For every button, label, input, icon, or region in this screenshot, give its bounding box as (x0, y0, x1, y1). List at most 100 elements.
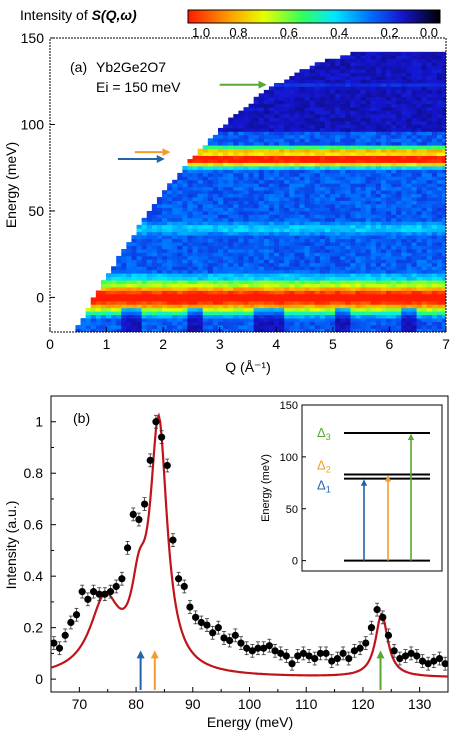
heatmap-cell (141, 266, 148, 271)
heatmap-cell (365, 69, 372, 73)
heatmap-cell (442, 183, 446, 188)
heatmap-cell (177, 280, 183, 284)
heatmap-cell (319, 200, 326, 205)
data-point (316, 649, 324, 657)
heatmap-cell (207, 262, 214, 267)
heatmap-cell (274, 311, 280, 316)
heatmap-cell (223, 238, 229, 243)
heatmap-cell (187, 186, 193, 191)
heatmap-cell (391, 55, 397, 60)
heatmap-cell (380, 252, 387, 257)
heatmap-cell (309, 210, 316, 215)
heatmap-cell (182, 224, 188, 229)
heatmap-cell (223, 328, 229, 332)
heatmap-cell (172, 193, 178, 198)
heatmap-cell (268, 145, 275, 150)
data-point (243, 644, 251, 652)
heatmap-cell (360, 51, 367, 56)
heatmap-cell (380, 138, 387, 143)
heatmap-cell (131, 280, 137, 284)
heatmap-cell (279, 200, 285, 205)
heatmap-cell (299, 179, 305, 184)
heatmap-cell (284, 307, 290, 312)
heatmap-cell (431, 148, 438, 153)
heatmap-cell (345, 89, 351, 94)
heatmap-cell (401, 159, 407, 163)
heatmap-cell (299, 245, 305, 250)
heatmap-cell (426, 314, 433, 319)
heatmap-cell (421, 293, 428, 298)
heatmap-cell (304, 121, 311, 125)
heatmap-cell (121, 283, 127, 288)
heatmap-cell (426, 148, 433, 153)
heatmap-cell (431, 107, 438, 112)
heatmap-cell (370, 248, 377, 253)
heatmap-cell (192, 262, 199, 267)
heatmap-cell (116, 321, 122, 326)
heatmap-cell (223, 141, 229, 146)
heatmap-cell (263, 96, 270, 101)
heatmap-cell (274, 159, 280, 163)
heatmap-cell (370, 231, 377, 236)
heatmap-cell (172, 217, 178, 222)
heatmap-cell (401, 82, 407, 87)
heatmap-cell (396, 273, 402, 278)
heatmap-cell (258, 273, 265, 278)
heatmap-cell (324, 131, 331, 136)
heatmap-cell (100, 325, 107, 329)
heatmap-cell (380, 58, 387, 63)
heatmap-cell (248, 297, 255, 302)
heatmap-cell (289, 248, 295, 253)
heatmap-cell (350, 131, 356, 136)
heatmap-cell (431, 183, 438, 188)
heatmap-cell (411, 65, 417, 70)
heatmap-cell (141, 293, 148, 298)
heatmap-cell (253, 242, 260, 246)
heatmap-cell (243, 280, 249, 284)
heatmap-cell (218, 280, 224, 284)
heatmap-cell (319, 100, 326, 105)
heatmap-cell (411, 266, 417, 271)
heatmap-cell (319, 255, 326, 260)
heatmap-cell (360, 224, 367, 229)
heatmap-cell (233, 238, 239, 243)
heatmap-cell (386, 162, 392, 167)
heatmap-cell (319, 190, 326, 195)
heatmap-cell (355, 231, 361, 236)
heatmap-cell (197, 207, 204, 212)
heatmap-cell (416, 51, 423, 56)
heatmap-cell (330, 127, 336, 132)
heatmap-cell (228, 121, 234, 125)
heatmap-cell (386, 210, 392, 215)
heatmap-cell (365, 93, 372, 98)
heatmap-cell (268, 96, 275, 101)
heatmap-cell (421, 103, 428, 108)
heatmap-cell (253, 145, 260, 150)
heatmap-cell (406, 276, 412, 281)
heatmap-cell (436, 255, 443, 260)
heatmap-cell (136, 252, 143, 257)
heatmap-cell (330, 245, 336, 250)
heatmap-cell (401, 152, 407, 156)
heatmap-cell (243, 224, 249, 229)
heatmap-cell (324, 252, 331, 257)
heatmap-cell (330, 283, 336, 288)
heatmap-cell (386, 169, 392, 174)
heatmap-cell (436, 152, 443, 156)
heatmap-cell (141, 311, 148, 316)
heatmap-cell (401, 269, 407, 274)
heatmap-cell (284, 152, 290, 156)
heatmap-cell (177, 214, 183, 219)
heatmap-cell (294, 190, 300, 195)
heatmap-cell (365, 82, 372, 87)
heatmap-cell (340, 318, 346, 323)
heatmap-cell (248, 159, 255, 163)
heatmap-cell (202, 293, 209, 298)
heatmap-cell (314, 65, 321, 70)
heatmap-cell (263, 159, 270, 163)
heatmap-cell (253, 204, 260, 208)
heatmap-cell (335, 138, 341, 143)
heatmap-cell (396, 72, 402, 77)
heatmap-cell (243, 169, 249, 174)
heatmap-cell (345, 107, 351, 112)
